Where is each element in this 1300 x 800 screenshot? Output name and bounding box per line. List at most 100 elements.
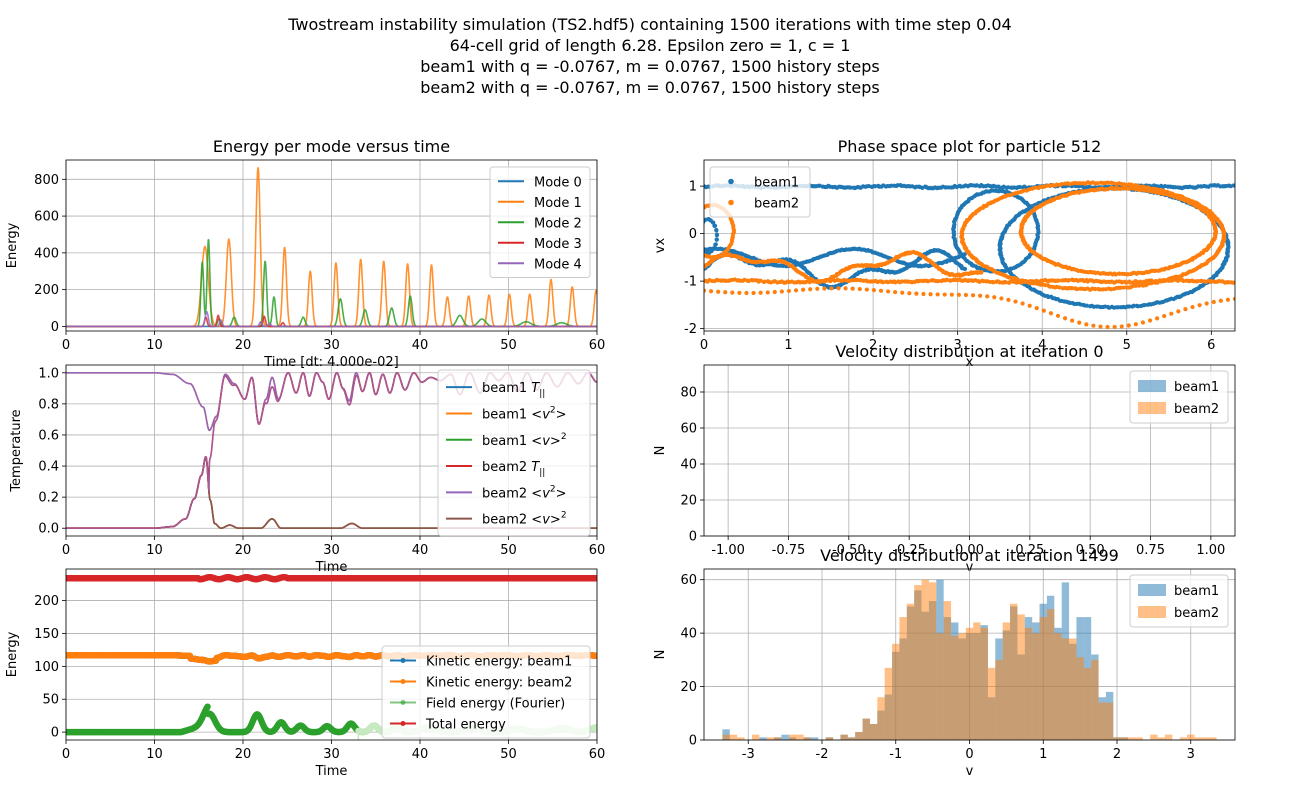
legend-marker bbox=[728, 178, 734, 185]
field-energy-light-marker bbox=[73, 795, 79, 800]
field-energy-light-marker bbox=[93, 795, 99, 800]
phase-point bbox=[693, 244, 697, 248]
phase-point bbox=[1034, 306, 1039, 311]
phase-point bbox=[699, 228, 703, 232]
phase-point bbox=[857, 286, 862, 292]
phase-point bbox=[716, 289, 721, 294]
field-energy-light-marker bbox=[93, 795, 99, 800]
phase-point bbox=[1190, 304, 1195, 310]
phase-point bbox=[704, 225, 705, 226]
phase-point bbox=[871, 288, 877, 293]
y-tick-label: 100 bbox=[34, 660, 59, 675]
field-energy-light-marker bbox=[78, 795, 84, 800]
phase-point bbox=[710, 220, 715, 225]
phase-point bbox=[962, 252, 967, 257]
field-energy-light-marker bbox=[74, 795, 80, 800]
y-tick-label: 0 bbox=[689, 530, 697, 545]
phase-point bbox=[697, 210, 701, 214]
phase-point bbox=[885, 289, 891, 294]
phase-point bbox=[1074, 286, 1080, 292]
legend-label: Mode 0 bbox=[534, 175, 582, 190]
field-energy-light-marker bbox=[105, 795, 111, 800]
phase-point bbox=[829, 286, 834, 291]
field-energy-light-marker bbox=[91, 795, 97, 800]
phase-point bbox=[1225, 247, 1230, 252]
x-tick-label: 20 bbox=[235, 747, 252, 762]
phase-point bbox=[1204, 301, 1209, 306]
phase-point bbox=[1221, 234, 1227, 240]
x-tick-label: 30 bbox=[323, 338, 340, 353]
x-tick-label: 4 bbox=[1038, 338, 1046, 353]
x-tick-label: 50 bbox=[500, 543, 517, 558]
phase-point bbox=[723, 290, 728, 295]
phase-point bbox=[765, 290, 770, 295]
phase-point bbox=[737, 290, 742, 295]
legend-label: beam1 T|| bbox=[482, 381, 545, 399]
y-axis-label: vx bbox=[653, 238, 668, 254]
phase-point bbox=[907, 291, 912, 296]
phase-point bbox=[1084, 303, 1089, 308]
beam2-points bbox=[1018, 185, 1219, 277]
phase-point bbox=[714, 233, 720, 238]
legend-box bbox=[437, 369, 591, 537]
phase-point bbox=[793, 288, 799, 293]
x-tick-label: 40 bbox=[412, 747, 429, 762]
phase-point bbox=[1077, 320, 1082, 325]
y-tick-label: 400 bbox=[34, 246, 59, 261]
field-energy-light-marker bbox=[67, 795, 73, 800]
phase-point bbox=[1169, 311, 1174, 316]
y-tick-label: 200 bbox=[34, 283, 59, 298]
phase-point bbox=[979, 269, 984, 275]
field-energy-light-marker bbox=[77, 795, 83, 800]
phase-point bbox=[704, 288, 707, 293]
phase-point bbox=[758, 290, 763, 295]
x-tick-label: 0.25 bbox=[1015, 543, 1044, 558]
phase-point bbox=[1176, 309, 1181, 314]
phase-point bbox=[779, 289, 784, 294]
x-tick-label: 0.75 bbox=[1136, 543, 1165, 558]
phase-point bbox=[836, 286, 841, 291]
phase-point bbox=[1112, 324, 1117, 330]
field-energy-light-marker bbox=[68, 795, 74, 800]
phase-point bbox=[1057, 182, 1063, 187]
phase-point bbox=[714, 228, 719, 233]
phase-point bbox=[692, 217, 696, 221]
phase-point bbox=[942, 292, 947, 297]
tick-labels: -1.00 -0.75 -0.50 -0.25 0.00 0.25 0.50 0.75 1.00… bbox=[680, 386, 1225, 559]
phase-point bbox=[1070, 318, 1075, 323]
suptitle-line-4: beam2 with q = -0.0767, m = 0.0767, 1500… bbox=[420, 78, 880, 97]
phase-point bbox=[1109, 180, 1114, 185]
phase-point bbox=[692, 242, 696, 246]
phase-point bbox=[1091, 323, 1096, 328]
field-energy-light-marker bbox=[66, 795, 72, 800]
phase-point bbox=[925, 279, 931, 284]
field-energy-light-marker bbox=[83, 795, 89, 800]
field-energy-light-marker bbox=[89, 795, 95, 800]
phase-point bbox=[1181, 278, 1186, 284]
phase-point bbox=[928, 292, 933, 297]
y-tick-label: 0.2 bbox=[38, 491, 59, 506]
legend-label: beam1 <v2> bbox=[482, 405, 567, 422]
plot-title: Energy per mode versus time bbox=[213, 137, 450, 156]
field-energy-light-marker bbox=[100, 795, 106, 800]
field-energy-light-marker bbox=[84, 795, 90, 800]
legend-label: beam2 T|| bbox=[482, 460, 545, 478]
phase-point bbox=[699, 242, 703, 246]
y-tick-label: 20 bbox=[680, 494, 697, 509]
phase-point bbox=[880, 280, 886, 285]
phase-point bbox=[1128, 280, 1133, 285]
phase-point bbox=[700, 252, 704, 256]
phase-point bbox=[694, 245, 698, 249]
phase-point bbox=[699, 242, 703, 246]
phase-point bbox=[850, 286, 855, 291]
phase-point bbox=[1162, 313, 1167, 319]
phase-point bbox=[1020, 301, 1025, 306]
x-tick-label: 0 bbox=[62, 543, 70, 558]
phase-point bbox=[693, 215, 697, 219]
x-tick-label: 0 bbox=[62, 747, 70, 762]
y-tick-label: 50 bbox=[42, 693, 59, 708]
phase-point bbox=[1133, 322, 1138, 327]
